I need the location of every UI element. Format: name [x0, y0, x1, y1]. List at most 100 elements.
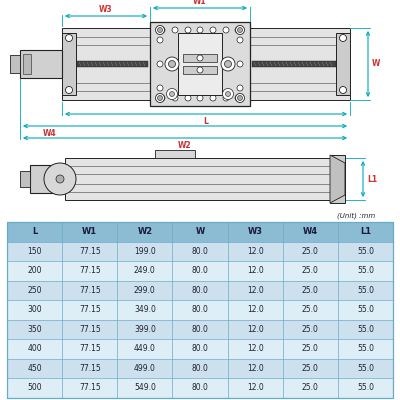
Bar [62, 33, 76, 95]
Circle shape [210, 95, 216, 101]
Bar [7, 242, 393, 261]
Text: 25.0: 25.0 [302, 344, 319, 353]
Circle shape [159, 95, 165, 101]
Text: W2: W2 [178, 141, 192, 150]
Circle shape [158, 28, 162, 32]
Circle shape [66, 86, 72, 94]
Circle shape [44, 163, 76, 195]
Text: 80.0: 80.0 [192, 305, 208, 314]
Text: 77.15: 77.15 [79, 305, 100, 314]
Circle shape [172, 95, 178, 101]
Text: 12.0: 12.0 [247, 344, 264, 353]
Text: 349.0: 349.0 [134, 305, 156, 314]
Text: 25.0: 25.0 [302, 364, 319, 373]
Circle shape [221, 57, 235, 71]
Circle shape [66, 34, 72, 42]
Bar [7, 222, 393, 398]
Circle shape [185, 27, 191, 33]
Text: 25.0: 25.0 [302, 305, 319, 314]
Text: W1: W1 [82, 227, 97, 236]
Text: 80.0: 80.0 [192, 266, 208, 275]
Text: 80.0: 80.0 [192, 383, 208, 392]
Circle shape [166, 88, 178, 100]
Circle shape [197, 27, 203, 33]
Circle shape [222, 88, 234, 100]
Text: 55.0: 55.0 [357, 364, 374, 373]
Text: 200: 200 [27, 266, 42, 275]
Text: 55.0: 55.0 [357, 383, 374, 392]
Circle shape [224, 60, 232, 68]
Bar [77, 61, 148, 67]
Circle shape [156, 94, 164, 102]
Text: 499.0: 499.0 [134, 364, 156, 373]
Bar [10, 55, 20, 73]
Bar [7, 358, 393, 378]
Circle shape [168, 60, 176, 68]
Circle shape [156, 26, 164, 34]
Bar [330, 155, 345, 203]
Bar [62, 28, 350, 100]
Circle shape [226, 92, 230, 96]
Circle shape [210, 27, 216, 33]
Text: 12.0: 12.0 [247, 286, 264, 295]
Text: L1: L1 [367, 174, 377, 184]
Text: 55.0: 55.0 [357, 344, 374, 353]
Text: 80.0: 80.0 [192, 364, 208, 373]
Bar [23, 54, 31, 74]
Text: 55.0: 55.0 [357, 247, 374, 256]
Text: W1: W1 [193, 0, 207, 6]
Text: 77.15: 77.15 [79, 383, 100, 392]
Text: 12.0: 12.0 [247, 364, 264, 373]
Text: 80.0: 80.0 [192, 325, 208, 334]
Bar [30, 165, 60, 193]
Circle shape [157, 37, 163, 43]
Text: 55.0: 55.0 [357, 286, 374, 295]
Text: 25.0: 25.0 [302, 383, 319, 392]
Circle shape [157, 61, 163, 67]
Circle shape [235, 27, 241, 33]
Text: W4: W4 [303, 227, 318, 236]
Text: 449.0: 449.0 [134, 344, 156, 353]
Circle shape [197, 55, 203, 61]
Text: 12.0: 12.0 [247, 383, 264, 392]
Text: 55.0: 55.0 [357, 266, 374, 275]
Bar [150, 22, 250, 106]
Text: 12.0: 12.0 [247, 305, 264, 314]
Circle shape [158, 96, 162, 100]
Circle shape [56, 175, 64, 183]
Text: 450: 450 [27, 364, 42, 373]
Text: 25.0: 25.0 [302, 247, 319, 256]
Circle shape [223, 27, 229, 33]
Circle shape [157, 85, 163, 91]
Bar [183, 66, 217, 74]
Circle shape [236, 94, 244, 102]
Bar [7, 339, 393, 358]
Text: 249.0: 249.0 [134, 266, 156, 275]
Circle shape [237, 37, 243, 43]
Text: L: L [204, 117, 208, 126]
Circle shape [340, 34, 346, 42]
Text: 250: 250 [27, 286, 42, 295]
Circle shape [223, 95, 229, 101]
Bar [7, 378, 393, 398]
Bar [183, 54, 217, 62]
Text: 77.15: 77.15 [79, 364, 100, 373]
Text: W: W [195, 227, 205, 236]
Text: W3: W3 [248, 227, 263, 236]
Circle shape [237, 85, 243, 91]
Circle shape [165, 57, 179, 71]
Text: (Unit) :mm: (Unit) :mm [337, 212, 375, 219]
Bar [65, 158, 345, 200]
Text: 77.15: 77.15 [79, 344, 100, 353]
Text: L: L [32, 227, 37, 236]
Circle shape [159, 27, 165, 33]
Text: 299.0: 299.0 [134, 286, 156, 295]
Circle shape [340, 86, 346, 94]
Text: 300: 300 [27, 305, 42, 314]
Text: 55.0: 55.0 [357, 305, 374, 314]
Circle shape [170, 92, 174, 96]
Circle shape [197, 67, 203, 73]
Text: 25.0: 25.0 [302, 266, 319, 275]
Text: 80.0: 80.0 [192, 344, 208, 353]
Circle shape [236, 26, 244, 34]
